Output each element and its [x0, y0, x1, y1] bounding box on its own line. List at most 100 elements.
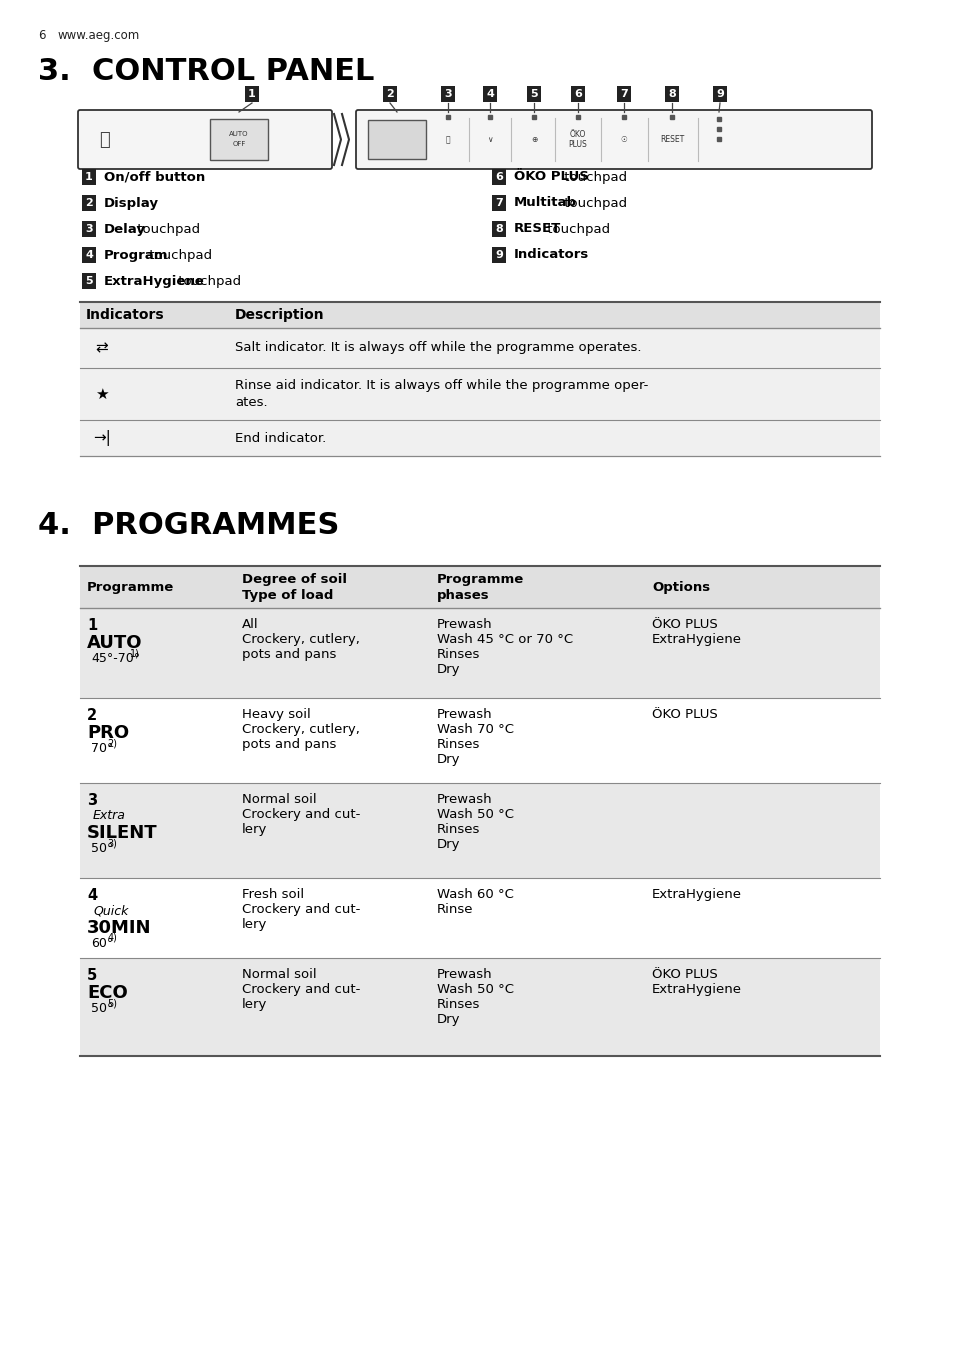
- Text: ExtraHygiene: ExtraHygiene: [651, 888, 741, 900]
- Text: Salt indicator. It is always off while the programme operates.: Salt indicator. It is always off while t…: [234, 342, 640, 354]
- Text: OFF: OFF: [233, 142, 246, 147]
- Text: Options: Options: [651, 580, 709, 594]
- Bar: [80, 301, 879, 329]
- Text: 70°: 70°: [91, 742, 113, 754]
- Text: Rinse aid indicator. It is always off while the programme oper-: Rinse aid indicator. It is always off wh…: [234, 380, 648, 392]
- Text: touchpad: touchpad: [559, 196, 627, 210]
- Text: 8: 8: [667, 89, 675, 99]
- Text: Wash 45 °C or 70 °C: Wash 45 °C or 70 °C: [436, 633, 573, 646]
- Text: 3: 3: [444, 89, 452, 99]
- Text: lery: lery: [242, 918, 267, 932]
- Text: phases: phases: [436, 589, 489, 603]
- Text: lery: lery: [242, 823, 267, 836]
- Text: RESET: RESET: [514, 223, 560, 235]
- Text: Rinses: Rinses: [436, 648, 480, 661]
- Text: 9: 9: [716, 89, 723, 99]
- Text: touchpad: touchpad: [559, 170, 627, 184]
- Text: Delay: Delay: [104, 223, 146, 235]
- Text: End indicator.: End indicator.: [234, 431, 326, 445]
- Text: 6: 6: [574, 89, 581, 99]
- Text: 5: 5: [530, 89, 537, 99]
- Text: touchpad: touchpad: [542, 223, 610, 235]
- Text: 3): 3): [108, 838, 117, 848]
- Text: 3: 3: [85, 224, 92, 234]
- Text: Prewash: Prewash: [436, 794, 492, 806]
- Text: ⏻: ⏻: [99, 131, 111, 149]
- Text: 5: 5: [87, 968, 97, 983]
- Text: ExtraHygiene: ExtraHygiene: [651, 633, 741, 646]
- Text: 5: 5: [85, 276, 92, 287]
- Text: Normal soil: Normal soil: [242, 968, 316, 982]
- Text: 4): 4): [108, 933, 117, 942]
- Text: Fresh soil: Fresh soil: [242, 888, 304, 900]
- Text: 7: 7: [495, 197, 502, 208]
- Text: 3: 3: [87, 794, 97, 808]
- Text: Wash 60 °C: Wash 60 °C: [436, 888, 514, 900]
- Bar: [80, 783, 879, 877]
- Text: 2: 2: [87, 708, 97, 723]
- Text: 45°-70°: 45°-70°: [91, 652, 140, 665]
- Text: 5): 5): [108, 998, 117, 1009]
- Text: 1): 1): [130, 648, 139, 658]
- Text: 9: 9: [495, 250, 502, 260]
- Text: ECO: ECO: [87, 984, 128, 1002]
- Text: Crockery, cutlery,: Crockery, cutlery,: [242, 723, 359, 735]
- Text: touchpad: touchpad: [145, 249, 212, 261]
- Text: ★: ★: [95, 387, 109, 402]
- Text: →|: →|: [93, 430, 111, 446]
- Bar: [210, 119, 268, 160]
- Text: Crockery and cut-: Crockery and cut-: [242, 808, 360, 821]
- Text: ÖKO PLUS: ÖKO PLUS: [651, 968, 717, 982]
- Text: 6: 6: [38, 28, 46, 42]
- Text: Wash 50 °C: Wash 50 °C: [436, 983, 514, 996]
- Text: 4: 4: [485, 89, 494, 99]
- Text: Description: Description: [234, 308, 324, 322]
- Text: 50°: 50°: [91, 1002, 113, 1015]
- Text: 2: 2: [85, 197, 92, 208]
- Bar: [80, 608, 879, 698]
- Text: pots and pans: pots and pans: [242, 738, 336, 750]
- Text: ExtraHygiene: ExtraHygiene: [104, 274, 205, 288]
- Text: Prewash: Prewash: [436, 618, 492, 631]
- Bar: [80, 566, 879, 608]
- Text: Dry: Dry: [436, 753, 460, 767]
- Text: Type of load: Type of load: [242, 589, 333, 603]
- Text: Rinse: Rinse: [436, 903, 473, 917]
- Text: Indicators: Indicators: [86, 308, 165, 322]
- Text: touchpad: touchpad: [173, 274, 240, 288]
- Bar: [368, 120, 426, 160]
- Text: 30MIN: 30MIN: [87, 919, 152, 937]
- Text: Extra: Extra: [92, 808, 126, 822]
- Text: 4.  PROGRAMMES: 4. PROGRAMMES: [38, 511, 339, 539]
- Text: 6: 6: [495, 172, 502, 183]
- Text: 50°: 50°: [91, 842, 113, 854]
- Text: ates.: ates.: [234, 396, 268, 408]
- Text: 1: 1: [87, 618, 97, 633]
- Text: Rinses: Rinses: [436, 998, 480, 1011]
- Text: Prewash: Prewash: [436, 708, 492, 721]
- Text: Wash 50 °C: Wash 50 °C: [436, 808, 514, 821]
- Text: Rinses: Rinses: [436, 738, 480, 750]
- Text: 60°: 60°: [91, 937, 113, 950]
- Bar: [80, 877, 879, 959]
- Text: ⌛: ⌛: [445, 135, 450, 145]
- Text: SILENT: SILENT: [87, 823, 157, 842]
- Text: Wash 70 °C: Wash 70 °C: [436, 723, 514, 735]
- FancyBboxPatch shape: [78, 110, 332, 169]
- Text: 2): 2): [108, 738, 117, 748]
- Text: 1: 1: [85, 172, 92, 183]
- Bar: [80, 420, 879, 456]
- Text: ÖKO PLUS: ÖKO PLUS: [651, 618, 717, 631]
- Text: 4: 4: [87, 888, 97, 903]
- Text: ⇄: ⇄: [95, 341, 109, 356]
- Text: 1: 1: [248, 89, 255, 99]
- Text: Degree of soil: Degree of soil: [242, 572, 347, 585]
- Text: PRO: PRO: [87, 725, 129, 742]
- Text: ∨: ∨: [487, 135, 493, 145]
- Bar: [80, 329, 879, 368]
- Text: Dry: Dry: [436, 1013, 460, 1026]
- Text: Programme: Programme: [87, 580, 174, 594]
- Text: pots and pans: pots and pans: [242, 648, 336, 661]
- Text: Heavy soil: Heavy soil: [242, 708, 311, 721]
- Text: Quick: Quick: [92, 904, 129, 917]
